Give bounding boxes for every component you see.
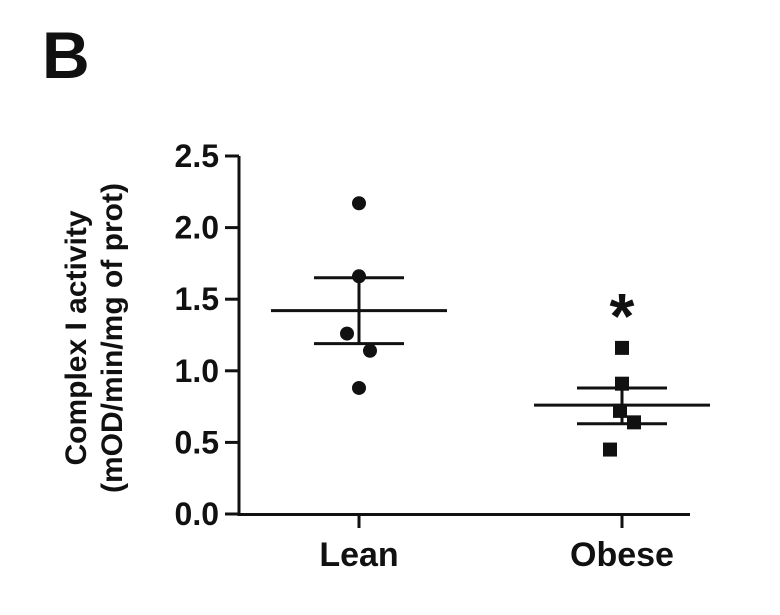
data-point xyxy=(352,380,366,395)
group-lean xyxy=(271,196,447,395)
y-tick-label: 1.5 xyxy=(175,281,219,317)
data-point xyxy=(615,340,629,355)
x-tick-label-obese: Obese xyxy=(570,536,674,574)
panel-label: B xyxy=(42,18,90,92)
y-tick-label: 1.0 xyxy=(175,353,219,389)
data-point xyxy=(603,442,617,457)
data-point xyxy=(340,326,354,341)
y-axis-title-line1: Complex I activity xyxy=(60,210,93,465)
data-point xyxy=(352,196,366,211)
y-tick-label: 0.0 xyxy=(175,496,219,532)
y-tick-label: 2.0 xyxy=(175,210,219,246)
data-point xyxy=(352,269,366,284)
x-tick-label-lean: Lean xyxy=(319,536,398,574)
data-point xyxy=(363,343,377,358)
data-point xyxy=(615,376,629,391)
data-point xyxy=(613,403,627,418)
y-ticks: 0.0 0.5 1.0 1.5 2.0 2.5 xyxy=(175,138,239,532)
group-obese: * xyxy=(534,280,710,457)
y-tick-label: 0.5 xyxy=(175,424,219,460)
data-point xyxy=(627,415,641,430)
data-groups: * xyxy=(271,196,710,457)
y-axis-title-line2: (mOD/min/mg of prot) xyxy=(96,183,129,493)
significance-asterisk: * xyxy=(610,280,635,352)
x-ticks: Lean Obese xyxy=(319,514,674,574)
y-tick-label: 2.5 xyxy=(175,138,219,174)
y-axis-title: Complex I activity (mOD/min/mg of prot) xyxy=(60,183,129,493)
